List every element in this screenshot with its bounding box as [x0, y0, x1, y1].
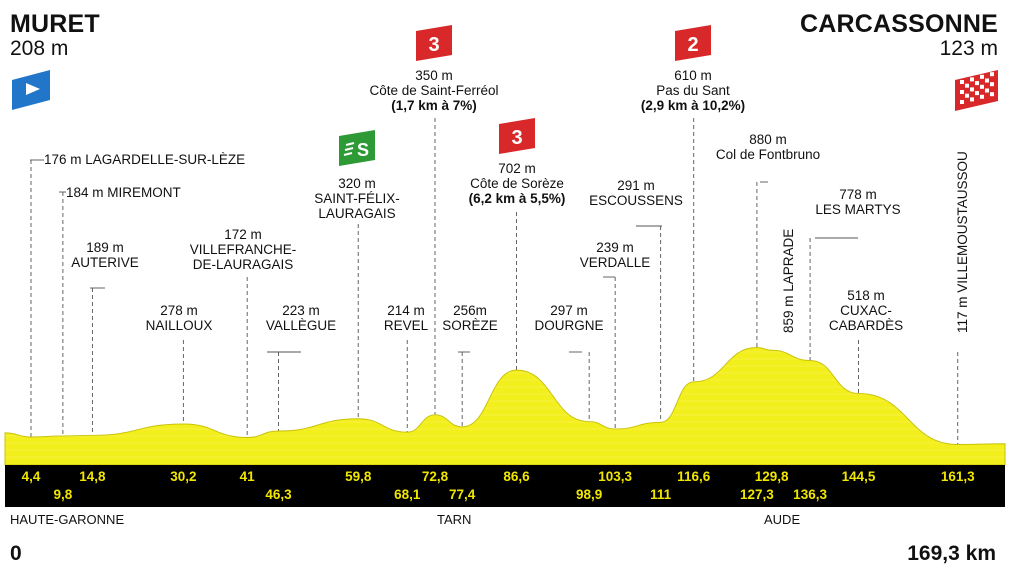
climb-detail: (2,9 km à 10,2%)	[640, 98, 746, 113]
sprint-badge-icon: S	[339, 130, 375, 166]
start-altitude: 208 m	[10, 37, 69, 60]
climb-altitude: 350 m	[415, 68, 453, 83]
climb-cat3-badge-icon: 3	[416, 25, 452, 61]
km-marker-label: 30,2	[170, 469, 197, 484]
km-marker-label: 9,8	[53, 487, 73, 502]
km-marker-label: 116,6	[677, 469, 711, 484]
place-label-les-martys: 778 m LES MARTYS	[815, 187, 901, 217]
sprint-altitude: 320 m	[338, 176, 376, 191]
km-marker-label: 77,4	[449, 487, 476, 502]
km-marker-label: 103,3	[598, 469, 633, 484]
start-name: MURET	[10, 10, 100, 38]
climb-name: Pas du Sant	[656, 83, 730, 98]
climb-altitude: 610 m	[674, 68, 712, 83]
km-marker-label: 98,9	[576, 487, 603, 502]
region-aude: AUDE	[764, 512, 801, 527]
km-marker-label: 68,1	[394, 487, 421, 502]
checker-square	[990, 72, 994, 77]
km-marker-label: 72,8	[421, 469, 449, 484]
km-marker-label: 46,3	[265, 487, 292, 502]
place-label-soreze: 256m SORÈZE	[442, 303, 498, 333]
place-label-miremont: 184 m MIREMONT	[66, 185, 181, 200]
checker-square	[970, 87, 974, 92]
checker-square	[965, 83, 969, 88]
checker-square	[970, 77, 974, 82]
checker-square	[980, 84, 984, 89]
place-label-cuxac: 518 m CUXAC- CABARDÈS	[828, 288, 904, 333]
distance-start: 0	[10, 542, 22, 565]
climb-altitude: 702 m	[498, 161, 536, 176]
finish-name: CARCASSONNE	[799, 10, 998, 38]
place-label-auterive: 189 m AUTERIVE	[71, 240, 139, 270]
place-label-villemoustaussou: 117 m VILLEMOUSTAUSSOU	[955, 151, 970, 333]
climb-label-pas-du-sant: 610 m Pas du Sant (2,9 km à 10,2%)	[641, 68, 745, 113]
svg-text:3: 3	[511, 127, 522, 149]
distance-end: 169,3 km	[907, 542, 996, 565]
sprint-label: 320 m SAINT-FÉLIX- LAURAGAIS	[314, 176, 400, 221]
region-tarn: TARN	[437, 512, 472, 527]
climb-detail: (1,7 km à 7%)	[391, 98, 477, 113]
climb-name: Côte de Sorèze	[470, 176, 564, 191]
km-marker-label: 129,8	[754, 469, 789, 484]
start-arrow-icon	[26, 83, 40, 95]
km-marker-label: 161,3	[940, 469, 975, 484]
place-label-vallegue: 223 m VALLÈGUE	[265, 303, 337, 333]
checker-square	[990, 92, 994, 97]
checker-square	[990, 82, 994, 87]
finish-flag-icon	[955, 70, 998, 111]
climb-label-soreze: 702 m Côte de Sorèze (6,2 km à 5,5%)	[469, 161, 566, 206]
svg-text:2: 2	[687, 34, 698, 56]
km-marker-label: 136,3	[793, 487, 827, 502]
km-marker-label: 111	[650, 487, 672, 502]
checker-square	[960, 100, 964, 104]
km-marker-label: 59,8	[345, 469, 372, 484]
checker-square	[980, 94, 984, 99]
checker-square	[975, 91, 979, 96]
checker-square	[970, 97, 974, 102]
checker-square	[985, 78, 989, 83]
place-label-verdalle: 239 m VERDALLE	[579, 240, 651, 270]
km-marker-label: 127,3	[740, 487, 774, 502]
place-label-lagardelle: 176 m LAGARDELLE-SUR-LÈZE	[44, 152, 246, 167]
km-marker-label: 4,4	[21, 469, 41, 484]
place-label-villefranche: 172 m VILLEFRANCHE- DE-LAURAGAIS	[189, 227, 297, 272]
distance-band	[5, 465, 1005, 507]
km-marker-label: 41	[239, 469, 255, 484]
climb-cat2-badge-icon: 2	[675, 25, 711, 61]
region-haute-garonne: HAUTE-GARONNE	[10, 512, 125, 527]
checker-square	[980, 74, 984, 79]
km-marker-label: 144,5	[841, 469, 876, 484]
climb-detail: (6,2 km à 5,5%)	[468, 191, 566, 206]
place-label-dourgne: 297 m DOURGNE	[534, 303, 604, 333]
svg-text:3: 3	[428, 34, 439, 56]
place-label-laprade: 859 m LAPRADE	[781, 228, 796, 333]
finish-altitude: 123 m	[939, 37, 998, 60]
climb-name: Côte de Saint-Ferréol	[369, 83, 499, 98]
place-label-nailloux: 278 m NAILLOUX	[145, 303, 213, 333]
climb-label-saint-ferreol: 350 m Côte de Saint-Ferréol (1,7 km à 7%…	[369, 68, 498, 113]
sprint-name-1: SAINT-FÉLIX-	[314, 191, 400, 206]
checker-square	[960, 80, 964, 84]
climb-cat3-badge-icon: 3	[499, 118, 535, 154]
checker-square	[985, 88, 989, 93]
sprint-name-2: LAURAGAIS	[318, 206, 396, 221]
svg-text:S: S	[357, 140, 369, 160]
km-marker-label: 14,8	[79, 469, 106, 484]
checker-square	[975, 81, 979, 86]
place-label-fontbruno: 880 m Col de Fontbruno	[715, 132, 821, 162]
checker-square	[965, 93, 969, 98]
place-label-revel: 214 m REVEL	[383, 303, 429, 333]
place-label-escoussens: 291 m ESCOUSSENS	[589, 178, 683, 208]
km-marker-label: 86,6	[503, 469, 530, 484]
checker-square	[960, 90, 964, 94]
elevation-profile	[4, 347, 1006, 466]
